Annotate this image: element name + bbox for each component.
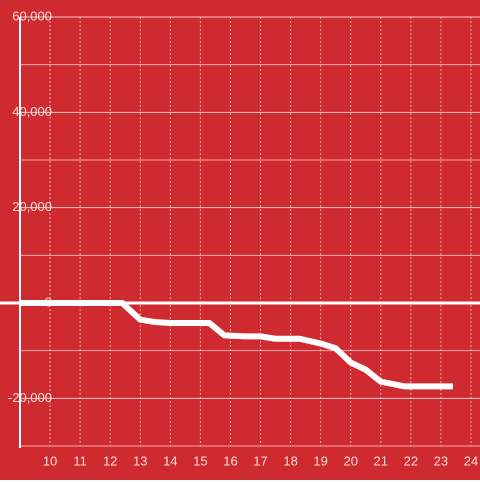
y-tick-label: -20,000 <box>8 390 52 405</box>
y-tick-label: 20,000 <box>12 199 52 214</box>
data-line <box>20 300 453 390</box>
x-tick-label: 17 <box>253 453 267 468</box>
x-tick-label: 24 <box>464 453 478 468</box>
x-tick-label: 11 <box>73 453 87 468</box>
x-tick-label: 10 <box>43 453 57 468</box>
x-tick-label: 20 <box>343 453 357 468</box>
x-tick-label: 14 <box>163 453 177 468</box>
x-tick-label: 22 <box>404 453 418 468</box>
x-tick-label: 15 <box>193 453 207 468</box>
x-tick-label: 23 <box>434 453 448 468</box>
x-tick-label: 16 <box>223 453 237 468</box>
x-tick-label: 19 <box>313 453 327 468</box>
x-tick-label: 18 <box>283 453 297 468</box>
x-tick-label: 13 <box>133 453 147 468</box>
y-tick-label: 40,000 <box>12 104 52 119</box>
x-tick-label: 21 <box>374 453 388 468</box>
x-tick-label: 12 <box>103 453 117 468</box>
y-tick-label: 60,000 <box>12 8 52 23</box>
